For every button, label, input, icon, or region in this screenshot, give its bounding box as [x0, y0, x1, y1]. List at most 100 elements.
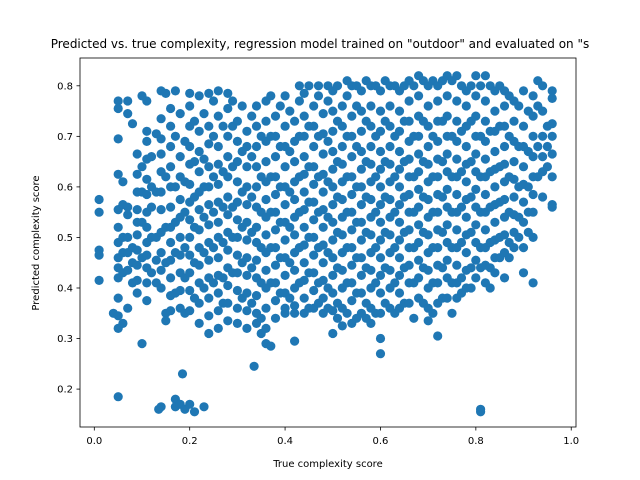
data-point	[204, 88, 214, 98]
data-point	[208, 131, 219, 141]
data-point	[208, 207, 219, 217]
data-point	[452, 116, 462, 126]
data-point	[518, 268, 529, 278]
data-point	[332, 81, 343, 91]
data-point	[347, 111, 357, 121]
data-point	[375, 106, 386, 116]
data-point	[547, 131, 557, 141]
data-point	[447, 308, 457, 318]
data-point	[242, 306, 252, 316]
data-point	[337, 141, 347, 152]
data-point	[518, 243, 529, 253]
data-point	[290, 301, 300, 311]
data-point	[347, 296, 357, 306]
data-point	[466, 81, 476, 91]
data-point	[442, 220, 452, 230]
data-point	[290, 336, 300, 346]
data-point	[299, 88, 309, 98]
data-point	[423, 159, 433, 169]
data-point	[94, 275, 104, 285]
x-tick-label: 0.4	[277, 436, 293, 447]
data-point	[223, 298, 233, 308]
data-point	[328, 146, 338, 157]
data-point	[423, 230, 433, 240]
data-point	[471, 91, 481, 101]
data-point	[471, 273, 481, 283]
data-point	[180, 207, 190, 217]
data-point	[185, 268, 195, 278]
data-point	[480, 96, 490, 106]
data-point	[242, 126, 252, 136]
data-point	[247, 263, 257, 273]
data-point	[433, 96, 443, 106]
data-point	[480, 71, 490, 81]
data-point	[237, 101, 247, 111]
data-point	[123, 303, 133, 313]
data-point	[347, 225, 357, 235]
data-point	[375, 349, 386, 359]
data-point	[490, 268, 500, 278]
data-point	[375, 308, 386, 318]
data-point	[509, 157, 519, 167]
data-point	[414, 273, 424, 283]
y-tick-label: 0.6	[57, 182, 73, 193]
data-point	[132, 260, 142, 270]
data-point	[409, 81, 419, 91]
data-point	[437, 263, 448, 273]
data-point	[280, 162, 290, 172]
data-point	[194, 126, 204, 136]
data-point	[499, 273, 510, 283]
data-point	[213, 159, 223, 169]
data-point	[318, 293, 328, 303]
data-point	[94, 250, 104, 260]
data-point	[394, 126, 405, 136]
data-point	[232, 157, 242, 167]
data-point	[518, 197, 529, 207]
data-point	[528, 232, 538, 242]
data-point	[452, 96, 462, 106]
data-point	[423, 141, 433, 152]
data-point	[456, 273, 467, 283]
data-point	[299, 152, 309, 162]
data-point	[394, 182, 405, 192]
data-point	[208, 278, 219, 288]
data-point	[337, 194, 347, 205]
data-point	[213, 86, 223, 96]
data-point	[213, 288, 223, 298]
data-point	[185, 101, 195, 111]
data-point	[394, 217, 405, 227]
data-point	[414, 237, 424, 248]
data-point	[161, 172, 171, 182]
data-point	[266, 341, 276, 351]
data-point	[328, 126, 338, 136]
data-point	[547, 172, 557, 182]
data-point	[280, 121, 290, 131]
data-point	[347, 207, 357, 217]
data-point	[528, 278, 538, 288]
data-point	[204, 255, 214, 265]
y-tick-label: 0.8	[57, 81, 73, 92]
data-point	[223, 192, 233, 202]
data-point	[452, 154, 462, 164]
data-point	[414, 91, 424, 101]
data-point	[328, 288, 338, 298]
data-point	[175, 285, 185, 296]
data-point	[414, 131, 424, 141]
data-point	[232, 232, 242, 242]
data-point	[299, 258, 309, 268]
data-point	[123, 232, 133, 242]
data-point	[499, 230, 510, 240]
data-point	[166, 202, 176, 212]
data-point	[471, 149, 481, 159]
data-point	[204, 311, 214, 321]
data-point	[161, 88, 171, 98]
data-point	[428, 308, 438, 318]
data-point	[142, 296, 152, 306]
data-point	[414, 149, 424, 159]
y-tick-label: 0.2	[57, 385, 73, 396]
data-point	[385, 101, 395, 111]
data-point	[189, 407, 200, 417]
data-point	[242, 217, 252, 227]
data-point	[385, 121, 395, 131]
data-point	[194, 205, 204, 215]
